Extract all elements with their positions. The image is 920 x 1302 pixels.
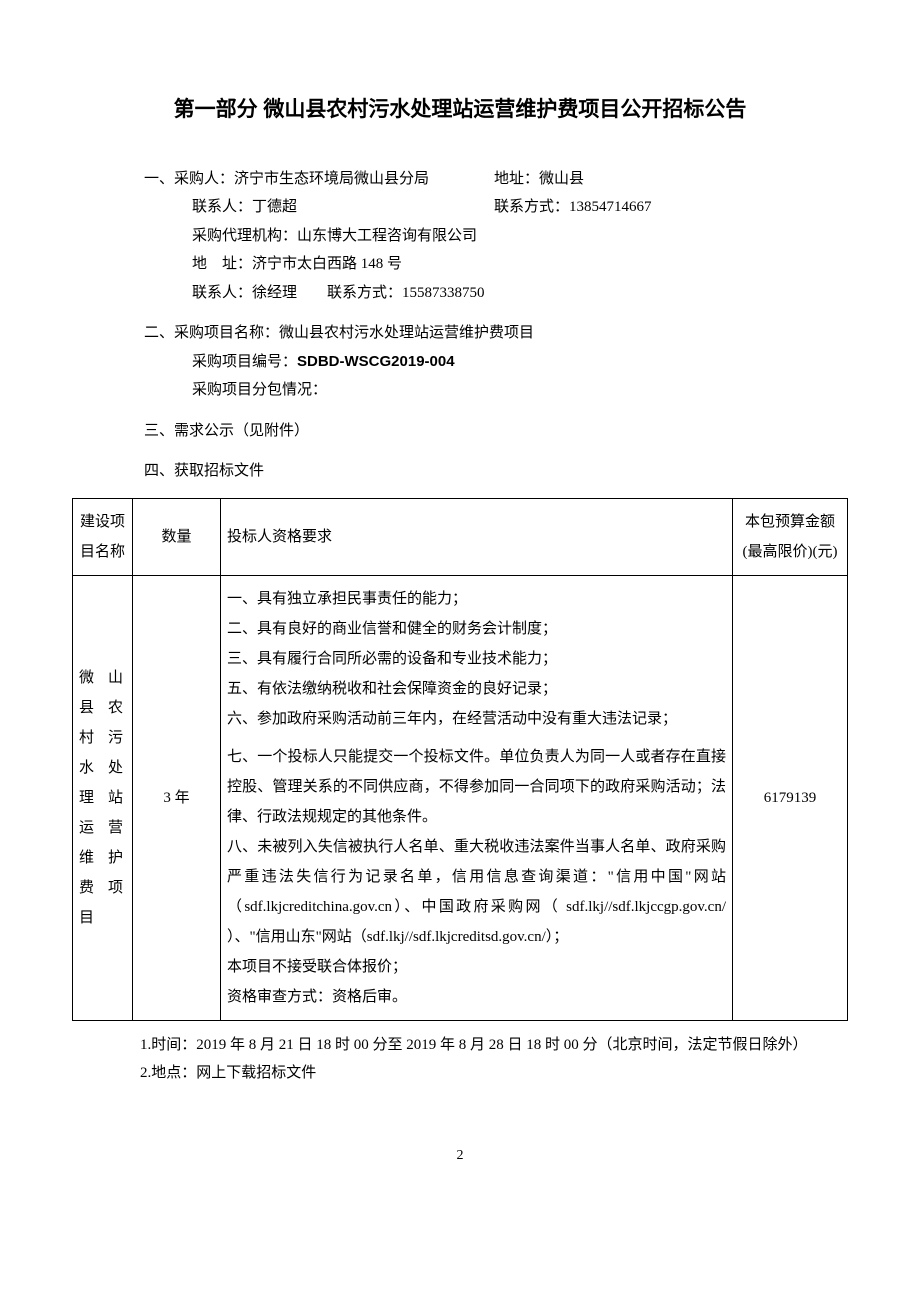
section-four: 四、获取招标文件 [72,457,848,486]
table-data-row: 微山县农村污水处理站运营维护费项目 3 年 一、具有独立承担民事责任的能力； 二… [73,575,848,1020]
req-item-note2: 资格审查方式：资格后审。 [227,982,726,1012]
contact-phone: 联系方式：13854714667 [494,193,652,222]
purchaser-line: 一、采购人：济宁市生态环境局微山县分局 地址：微山县 [144,165,848,194]
table-header-row: 建设项目名称 数量 投标人资格要求 本包预算金额(最高限价)(元) [73,498,848,575]
page-number: 2 [72,1143,848,1170]
header-quantity: 数量 [133,498,221,575]
header-budget: 本包预算金额(最高限价)(元) [733,498,848,575]
footer-location: 2.地点：网上下载招标文件 [72,1059,848,1088]
req-item-7: 七、一个投标人只能提交一个投标文件。单位负责人为同一人或者存在直接控股、管理关系… [227,742,726,832]
project-name-line: 二、采购项目名称：微山县农村污水处理站运营维护费项目 [144,319,848,348]
agency-address-line: 地 址：济宁市太白西路 148 号 [144,250,848,279]
req-item-1: 一、具有独立承担民事责任的能力； [227,584,726,614]
header-project-name: 建设项目名称 [73,498,133,575]
purchaser-address: 地址：微山县 [494,165,584,194]
req-item-2: 二、具有良好的商业信誉和健全的财务会计制度； [227,614,726,644]
contact-line: 联系人：丁德超 联系方式：13854714667 [144,193,848,222]
subpackage-line: 采购项目分包情况： [144,376,848,405]
project-number-label: 采购项目编号： [192,354,297,370]
contact-name: 联系人：丁德超 [192,193,494,222]
agency-line: 采购代理机构：山东博大工程咨询有限公司 [144,222,848,251]
req-item-3: 三、具有履行合同所必需的设备和专业技术能力； [227,644,726,674]
header-requirements: 投标人资格要求 [221,498,733,575]
agency-contact-line: 联系人：徐经理 联系方式：15587338750 [144,279,848,308]
purchaser-name: 一、采购人：济宁市生态环境局微山县分局 [144,165,494,194]
project-number-value: SDBD-WSCG2019-004 [297,353,455,370]
section-one: 一、采购人：济宁市生态环境局微山县分局 地址：微山县 联系人：丁德超 联系方式：… [72,165,848,308]
req-item-note1: 本项目不接受联合体报价； [227,952,726,982]
cell-budget: 6179139 [733,575,848,1020]
cell-project-name: 微山县农村污水处理站运营维护费项目 [73,575,133,1020]
req-item-6: 六、参加政府采购活动前三年内，在经营活动中没有重大违法记录； [227,704,726,734]
project-number-line: 采购项目编号：SDBD-WSCG2019-004 [144,348,848,377]
req-item-8: 八、未被列入失信被执行人名单、重大税收违法案件当事人名单、政府采购严重违法失信行… [227,832,726,952]
section-three: 三、需求公示（见附件） [72,417,848,446]
document-title: 第一部分 微山县农村污水处理站运营维护费项目公开招标公告 [72,90,848,130]
cell-quantity: 3 年 [133,575,221,1020]
cell-requirements: 一、具有独立承担民事责任的能力； 二、具有良好的商业信誉和健全的财务会计制度； … [221,575,733,1020]
bid-table: 建设项目名称 数量 投标人资格要求 本包预算金额(最高限价)(元) 微山县农村污… [72,498,848,1021]
footer-time: 1.时间：2019 年 8 月 21 日 18 时 00 分至 2019 年 8… [72,1031,848,1060]
req-item-5: 五、有依法缴纳税收和社会保障资金的良好记录； [227,674,726,704]
section-two: 二、采购项目名称：微山县农村污水处理站运营维护费项目 采购项目编号：SDBD-W… [72,319,848,405]
